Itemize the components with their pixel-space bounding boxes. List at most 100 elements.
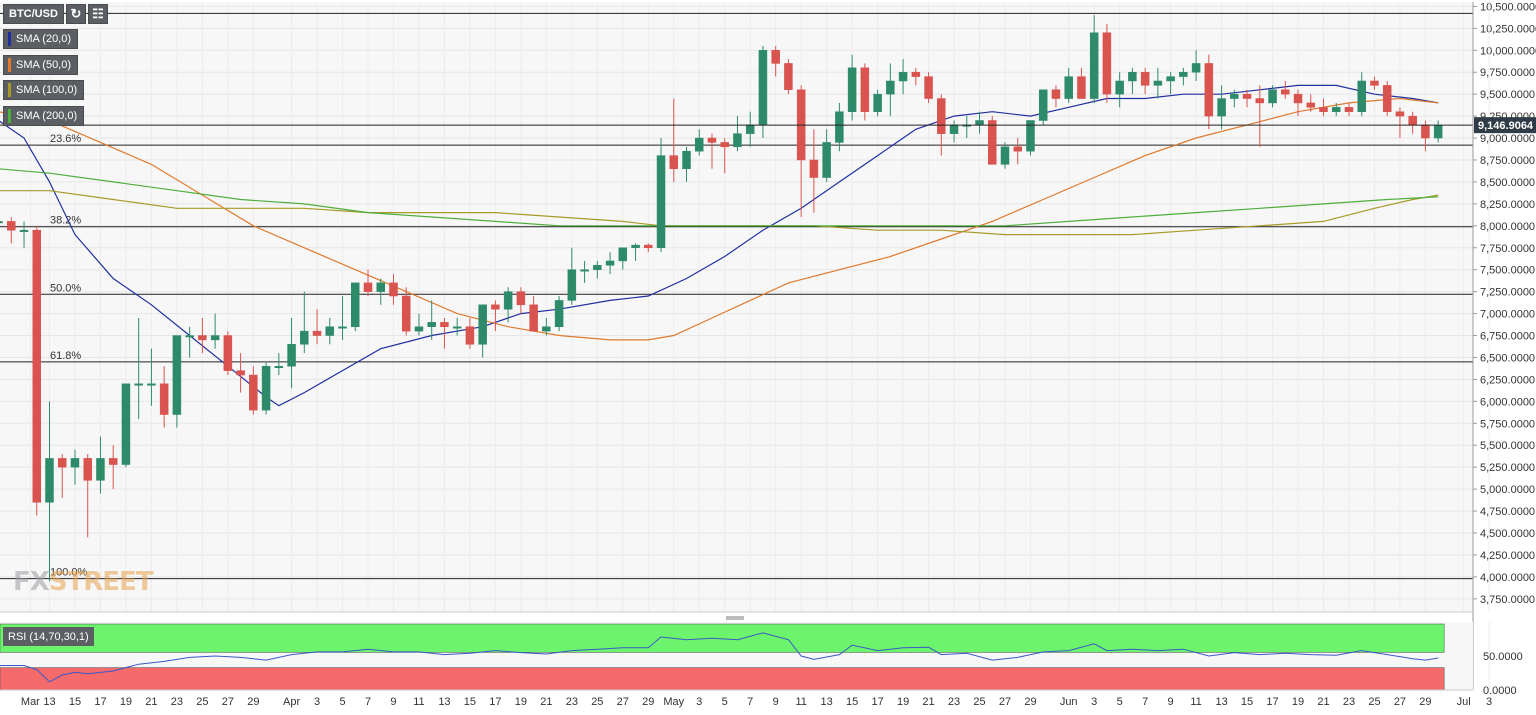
candle-body [300, 330, 309, 345]
candle-body [414, 326, 424, 332]
x-tick-label: 25 [196, 696, 208, 708]
candle-body [784, 63, 793, 91]
x-tick-label: 3 [1486, 696, 1492, 708]
candle-body [1230, 93, 1239, 99]
candle-body [465, 326, 475, 345]
candle-body [1089, 32, 1099, 99]
x-tick-label: 13 [43, 696, 55, 708]
candle-body [937, 98, 946, 134]
x-tick-label: 7 [747, 696, 753, 708]
x-tick-label: 7 [365, 696, 371, 708]
candle-body [822, 142, 831, 178]
candle-body [376, 282, 385, 292]
price-label-box [1474, 117, 1536, 134]
x-tick-label: 3 [314, 696, 320, 708]
symbol-button[interactable]: BTC/USD [3, 4, 64, 24]
candle-body [529, 304, 538, 332]
x-tick-label: 21 [1317, 696, 1329, 708]
candle-body [1357, 80, 1366, 112]
x-tick-label: 21 [145, 696, 157, 708]
candle-body [1128, 71, 1137, 82]
candle-body [351, 282, 360, 327]
candle-body [261, 365, 271, 411]
candle-body [185, 335, 194, 338]
x-tick-label: 23 [1343, 696, 1355, 708]
indicator-legend-item[interactable]: SMA (200,0) [3, 105, 85, 126]
candle-body [682, 150, 691, 170]
y-tick-label: 7,000.0000 [1480, 309, 1535, 321]
x-tick-label: Jul [1457, 696, 1471, 708]
y-tick-label: 8,500.0000 [1480, 177, 1535, 189]
candle-body [478, 304, 487, 345]
candle-body [108, 458, 118, 465]
candle-body [1217, 98, 1226, 117]
price-label: 9,146.9064 [1478, 120, 1534, 132]
candle-body [809, 159, 819, 178]
y-tick-label: 8,250.0000 [1480, 199, 1535, 211]
y-tick-label: 4,250.0000 [1480, 550, 1535, 562]
x-tick-label: 17 [1266, 696, 1278, 708]
calendar-icon[interactable]: ☷ [87, 4, 108, 24]
indicator-legend-item[interactable]: SMA (50,0) [3, 54, 79, 75]
x-tick-label: 11 [413, 696, 424, 708]
candle-body [32, 229, 42, 503]
x-tick-label: 5 [339, 696, 345, 708]
indicator-label: SMA (20,0) [16, 33, 72, 45]
candle-body [707, 137, 717, 143]
candle-body [542, 326, 551, 332]
indicator-color-swatch [8, 32, 11, 46]
candle-body [338, 326, 347, 329]
candle-body [1382, 85, 1392, 112]
candle-body [249, 374, 258, 411]
y-tick-label: 8,000.0000 [1480, 221, 1535, 233]
y-tick-label: 8,750.0000 [1480, 155, 1535, 167]
candle-body [1344, 107, 1354, 112]
candle-body [694, 137, 704, 152]
y-tick-label: 4,750.0000 [1480, 506, 1535, 518]
candle-body [1433, 124, 1443, 139]
candle-body [580, 269, 589, 272]
candle-body [389, 282, 398, 297]
candle-body [745, 124, 755, 134]
candle-body [656, 155, 666, 249]
x-tick-label: 15 [1241, 696, 1253, 708]
candle-body [1281, 89, 1290, 95]
candle-body [198, 335, 207, 341]
candle-body [1306, 102, 1316, 108]
candle-body [503, 291, 513, 310]
sma-line [0, 168, 1439, 227]
candle-body [644, 244, 653, 249]
candle-body [835, 111, 844, 143]
candle-body [1064, 76, 1073, 99]
x-tick-label: 29 [1419, 696, 1431, 708]
x-tick-label: 17 [94, 696, 106, 708]
chart-toolbar: BTC/USD ↻ ☷ [3, 4, 108, 24]
candle-body [1166, 76, 1175, 82]
candle-body [1140, 71, 1150, 86]
candle-body [1319, 107, 1328, 112]
candle-body [236, 370, 245, 376]
candle-body [873, 93, 882, 112]
candle-body [911, 71, 921, 77]
candle-body [401, 295, 411, 332]
candle-body [554, 300, 564, 327]
candle-body [1421, 124, 1430, 139]
candle-body [83, 458, 92, 481]
x-tick-label: 19 [1292, 696, 1304, 708]
y-tick-label: 9,000.0000 [1480, 133, 1535, 145]
pane-resize-handle [726, 616, 744, 620]
x-tick-label: 29 [642, 696, 654, 708]
rsi-label[interactable]: RSI (14,70,30,1) [3, 627, 94, 646]
candle-body [440, 322, 449, 327]
x-tick-label: 13 [821, 696, 833, 708]
candle-body [1026, 120, 1035, 152]
refresh-icon[interactable]: ↻ [65, 4, 86, 24]
indicator-legend-item[interactable]: SMA (100,0) [3, 80, 85, 100]
x-tick-label: 15 [846, 696, 858, 708]
y-tick-label: 5,750.0000 [1480, 418, 1535, 430]
indicator-legend-item[interactable]: SMA (20,0) [3, 29, 79, 49]
x-tick-label: 15 [464, 696, 476, 708]
candle-body [147, 383, 156, 386]
